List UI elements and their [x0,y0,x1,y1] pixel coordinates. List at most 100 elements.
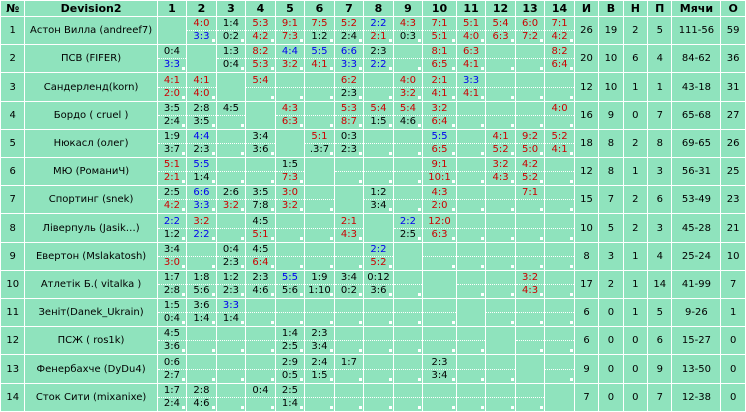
match-result-cell[interactable]: 3:0 3:2 [274,185,306,215]
match-result-cell[interactable] [392,326,424,356]
match-result-cell[interactable]: 5:2 4:1 [544,128,575,159]
match-result-cell[interactable] [304,213,335,243]
team-name[interactable]: Ліверпуль (Jasik…) [24,213,158,243]
match-result-cell[interactable] [215,157,247,187]
match-result-cell[interactable] [544,326,575,356]
match-result-cell[interactable] [245,298,276,328]
match-result-cell[interactable]: 2:4 1:5 [304,354,335,384]
match-result-cell[interactable]: 3:6 1:4 [186,298,217,328]
match-result-cell[interactable] [514,382,546,412]
match-result-cell[interactable] [455,241,487,271]
match-result-cell[interactable] [304,185,335,215]
match-result-cell[interactable]: 5:4 4:6 [392,100,424,130]
match-result-cell[interactable] [304,72,335,102]
team-name[interactable]: Сандерленд(korn) [24,72,158,102]
match-result-cell[interactable]: 0:6 2:7 [156,354,188,384]
match-result-cell[interactable] [392,157,424,187]
match-result-cell[interactable]: 2:1 4:3 [333,213,365,243]
match-result-cell[interactable] [333,326,365,356]
match-result-cell[interactable] [274,298,306,328]
match-result-cell[interactable]: 1:4 0:2 [215,15,247,46]
match-result-cell[interactable]: 5:1 4:0 [455,15,487,46]
match-result-cell[interactable]: 0:4 3:3 [156,44,188,74]
match-result-cell[interactable] [544,269,575,300]
match-result-cell[interactable]: 8:2 6:4 [544,44,575,74]
match-result-cell[interactable]: 4:5 6:4 [245,241,276,271]
match-result-cell[interactable] [544,241,575,271]
match-result-cell[interactable]: 2:1 4:1 [422,72,457,102]
match-result-cell[interactable]: 5:5 6:5 [422,128,457,159]
match-result-cell[interactable] [304,298,335,328]
match-result-cell[interactable] [514,72,546,102]
match-result-cell[interactable] [186,326,217,356]
match-result-cell[interactable] [274,241,306,271]
match-result-cell[interactable]: 1:7 2:8 [156,269,188,300]
match-result-cell[interactable] [544,185,575,215]
match-result-cell[interactable]: 9:1 10:1 [422,157,457,187]
team-name[interactable]: Сток Сити (mixanixe) [24,382,158,412]
match-result-cell[interactable]: 5:1 2:1 [156,157,188,187]
team-name[interactable]: Нюкасл (олег) [24,128,158,159]
match-result-cell[interactable] [304,241,335,271]
match-result-cell[interactable]: 2:8 3:5 [186,100,217,130]
match-result-cell[interactable]: 0:12 3:6 [363,269,394,300]
match-result-cell[interactable] [245,326,276,356]
match-result-cell[interactable] [186,354,217,384]
team-name[interactable]: Спортинг (snek) [24,185,158,215]
match-result-cell[interactable]: 9:1 7:3 [274,15,306,46]
match-result-cell[interactable]: 3:3 1:4 [215,298,247,328]
match-result-cell[interactable] [455,100,487,130]
team-name[interactable]: Евертон (Mslakatosh) [24,241,158,271]
match-result-cell[interactable] [485,298,516,328]
match-result-cell[interactable]: 4:3 0:3 [392,15,424,46]
match-result-cell[interactable]: 5:5 1:4 [186,157,217,187]
match-result-cell[interactable] [215,213,247,243]
match-result-cell[interactable]: 4:1 2:0 [156,72,188,102]
match-result-cell[interactable]: 2:3 4:6 [245,269,276,300]
match-result-cell[interactable] [363,326,394,356]
match-result-cell[interactable]: 1:5 0:4 [156,298,188,328]
match-result-cell[interactable] [186,241,217,271]
match-result-cell[interactable] [304,100,335,130]
match-result-cell[interactable]: 3:2 6:4 [422,100,457,130]
match-result-cell[interactable]: 0:3 2:3 [333,128,365,159]
match-result-cell[interactable] [455,157,487,187]
match-result-cell[interactable]: 9:2 5:0 [514,128,546,159]
match-result-cell[interactable]: 8:2 5:3 [245,44,276,74]
team-name[interactable]: Атлетік Б.( vitalka ) [24,269,158,300]
match-result-cell[interactable] [392,298,424,328]
team-name[interactable]: Зеніт(Danek_Ukrain) [24,298,158,328]
team-name[interactable]: Астон Вилла (andreef7) [24,15,158,46]
match-result-cell[interactable]: 2:2 2:5 [392,213,424,243]
match-result-cell[interactable] [455,354,487,384]
match-result-cell[interactable]: 2:2 5:2 [363,241,394,271]
team-name[interactable]: ПСЖ ( ros1k) [24,326,158,356]
match-result-cell[interactable] [422,326,457,356]
match-result-cell[interactable]: 3:2 4:3 [485,157,516,187]
match-result-cell[interactable]: 3:3 4:1 [455,72,487,102]
match-result-cell[interactable] [455,382,487,412]
match-result-cell[interactable]: 2:3 2:2 [363,44,394,74]
match-result-cell[interactable]: 3:4 3:0 [156,241,188,271]
match-result-cell[interactable]: 2:9 0:5 [274,354,306,384]
match-result-cell[interactable]: 2:5 4:2 [156,185,188,215]
match-result-cell[interactable] [485,269,516,300]
match-result-cell[interactable]: 12:0 6:3 [422,213,457,243]
match-result-cell[interactable] [363,157,394,187]
match-result-cell[interactable]: 1:5 7:3 [274,157,306,187]
match-result-cell[interactable] [485,382,516,412]
match-result-cell[interactable]: 6:2 2:3 [333,72,365,102]
match-result-cell[interactable] [245,354,276,384]
match-result-cell[interactable] [485,185,516,215]
match-result-cell[interactable]: 6:3 4:1 [455,44,487,74]
match-result-cell[interactable]: 3:4 0:2 [333,269,365,300]
match-result-cell[interactable]: 1:2 2:3 [215,269,247,300]
match-result-cell[interactable] [514,213,546,243]
match-result-cell[interactable]: 7:1 [514,185,546,215]
match-result-cell[interactable] [455,185,487,215]
match-result-cell[interactable]: 6:6 3:3 [186,185,217,215]
team-name[interactable]: Бордо ( cruel ) [24,100,158,130]
match-result-cell[interactable]: 1:9 1:10 [304,269,335,300]
match-result-cell[interactable] [514,298,546,328]
match-result-cell[interactable] [485,100,516,130]
